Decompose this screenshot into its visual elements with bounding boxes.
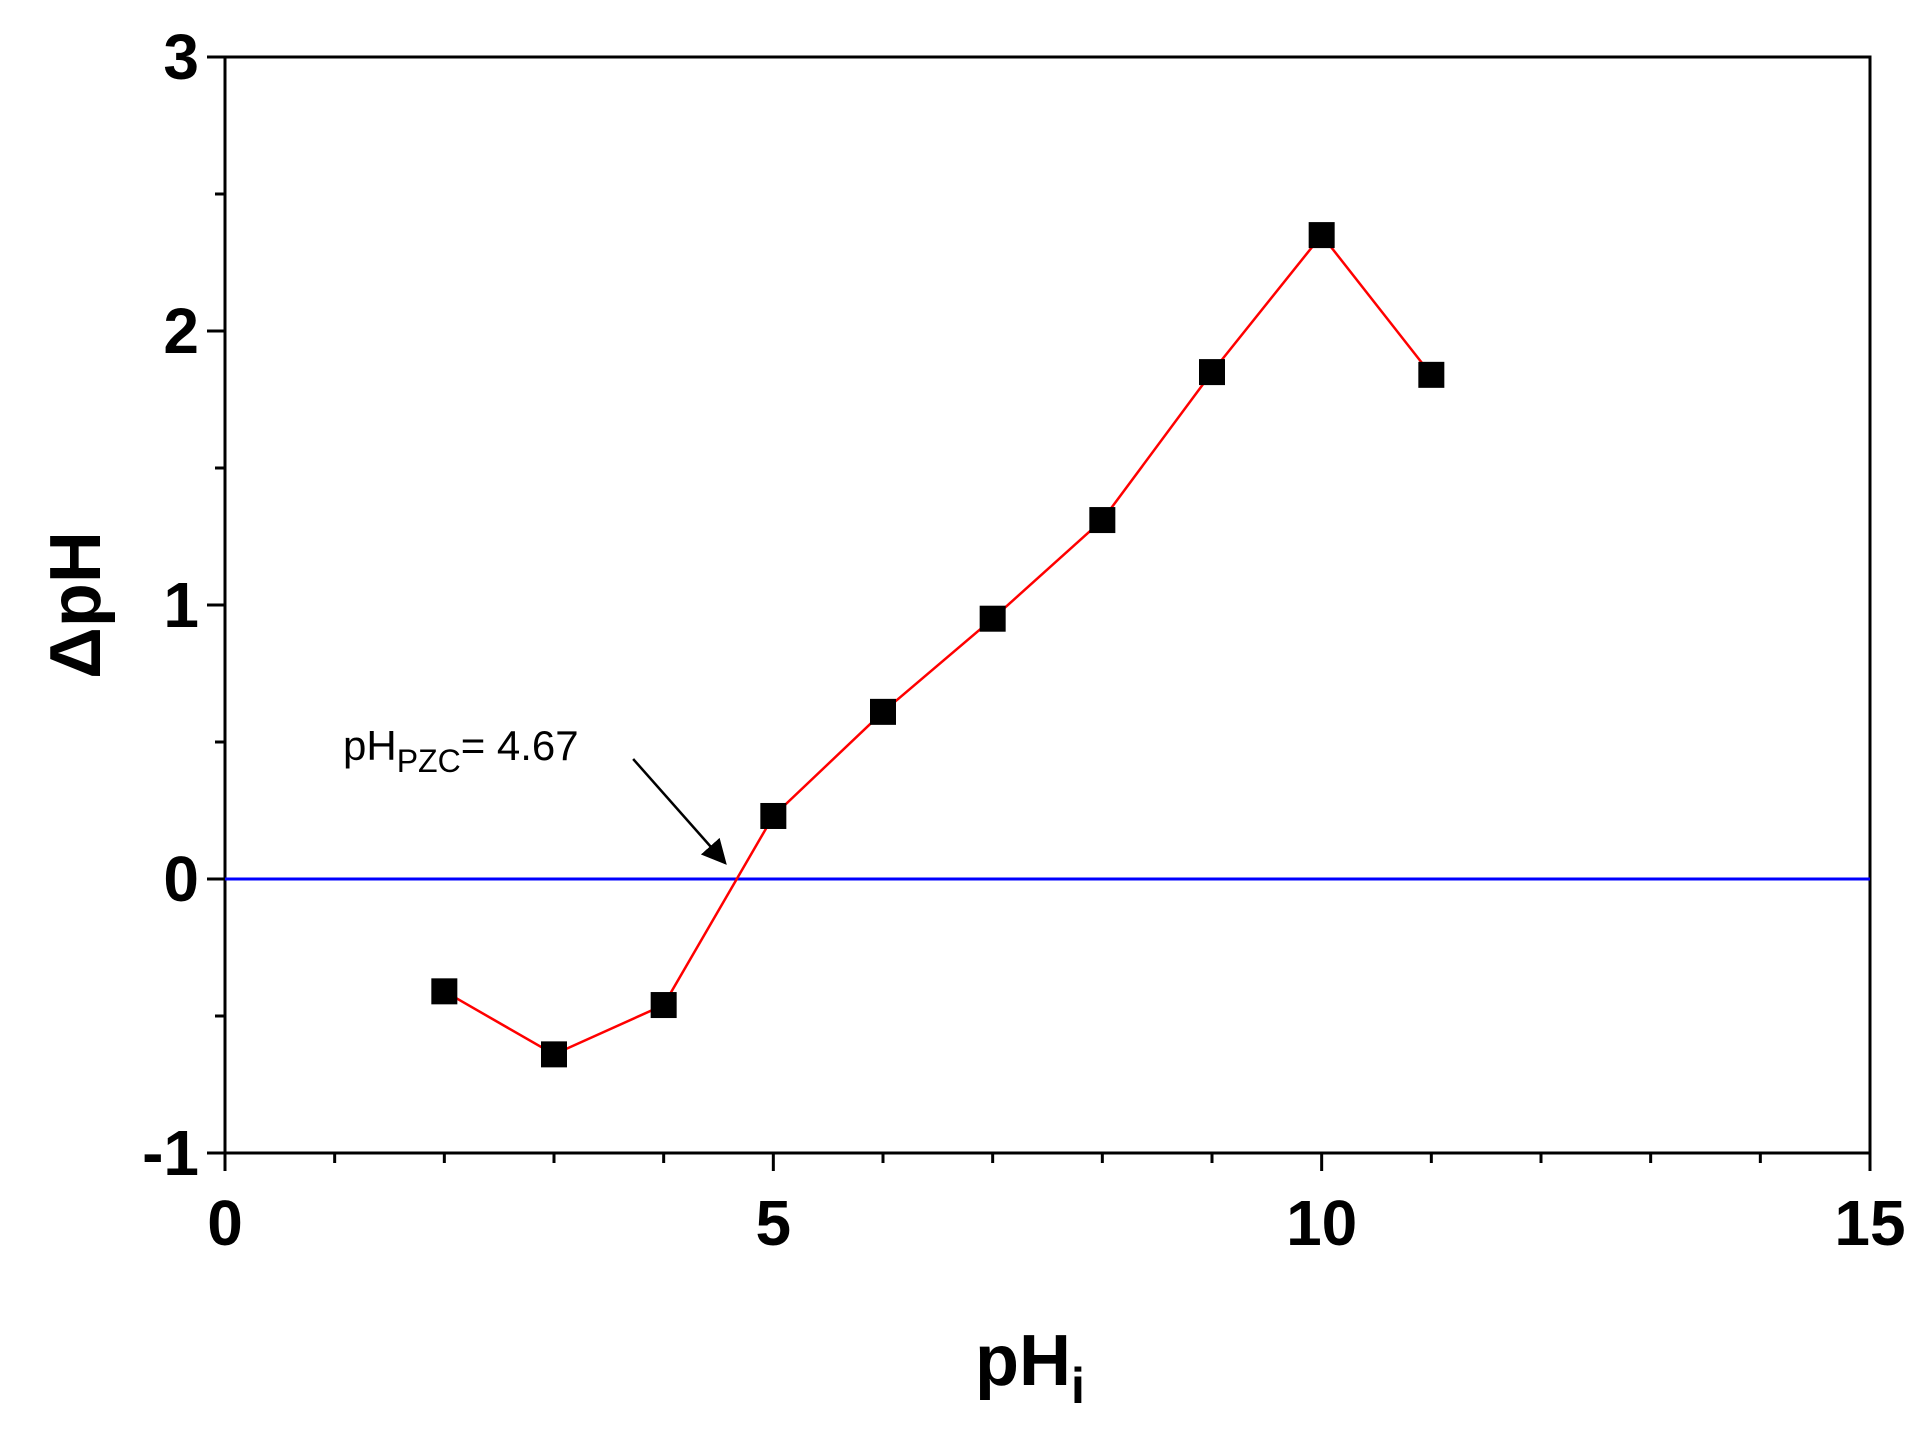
y-axis-tick-labels: -1 0 1 2 3 — [142, 21, 199, 1189]
data-point — [650, 992, 677, 1019]
series-line — [443, 233, 1433, 1056]
data-point — [760, 802, 787, 829]
y-tick-label: 2 — [163, 295, 199, 367]
data-point — [1199, 359, 1225, 386]
data-point — [431, 978, 458, 1005]
annotation-label: pHPZC= 4.67 — [343, 722, 579, 779]
y-axis-ticks — [207, 55, 225, 1155]
y-tick-label: 1 — [163, 569, 199, 641]
annotation-text-sub: PZC — [397, 743, 461, 779]
annotation-text-main: pH — [343, 722, 397, 769]
x-tick-label: 15 — [1834, 1187, 1905, 1259]
data-point — [979, 605, 1006, 632]
y-tick-label: -1 — [142, 1117, 199, 1189]
annotation-text-value: = 4.67 — [461, 722, 579, 769]
data-point — [1308, 222, 1335, 249]
x-tick-label: 5 — [756, 1187, 792, 1259]
data-point — [1089, 507, 1116, 534]
plot-frame — [223, 55, 1872, 1155]
annotation-arrow — [632, 758, 727, 865]
data-point — [870, 698, 896, 725]
y-tick-label: 0 — [163, 843, 199, 915]
series-markers — [431, 222, 1445, 1068]
x-tick-label: 0 — [207, 1187, 243, 1259]
x-axis-ticks — [223, 1153, 1872, 1171]
y-axis-label: ΔpH — [36, 531, 116, 679]
data-point — [541, 1041, 567, 1068]
x-axis-label-main: pH — [975, 1321, 1071, 1401]
x-axis-tick-labels: 0 5 10 15 — [207, 1187, 1905, 1259]
x-tick-label: 10 — [1286, 1187, 1357, 1259]
x-axis-label-sub: i — [1071, 1358, 1085, 1414]
x-axis-label: pHi — [975, 1321, 1085, 1414]
data-point — [1418, 361, 1445, 388]
y-tick-label: 3 — [163, 21, 199, 93]
